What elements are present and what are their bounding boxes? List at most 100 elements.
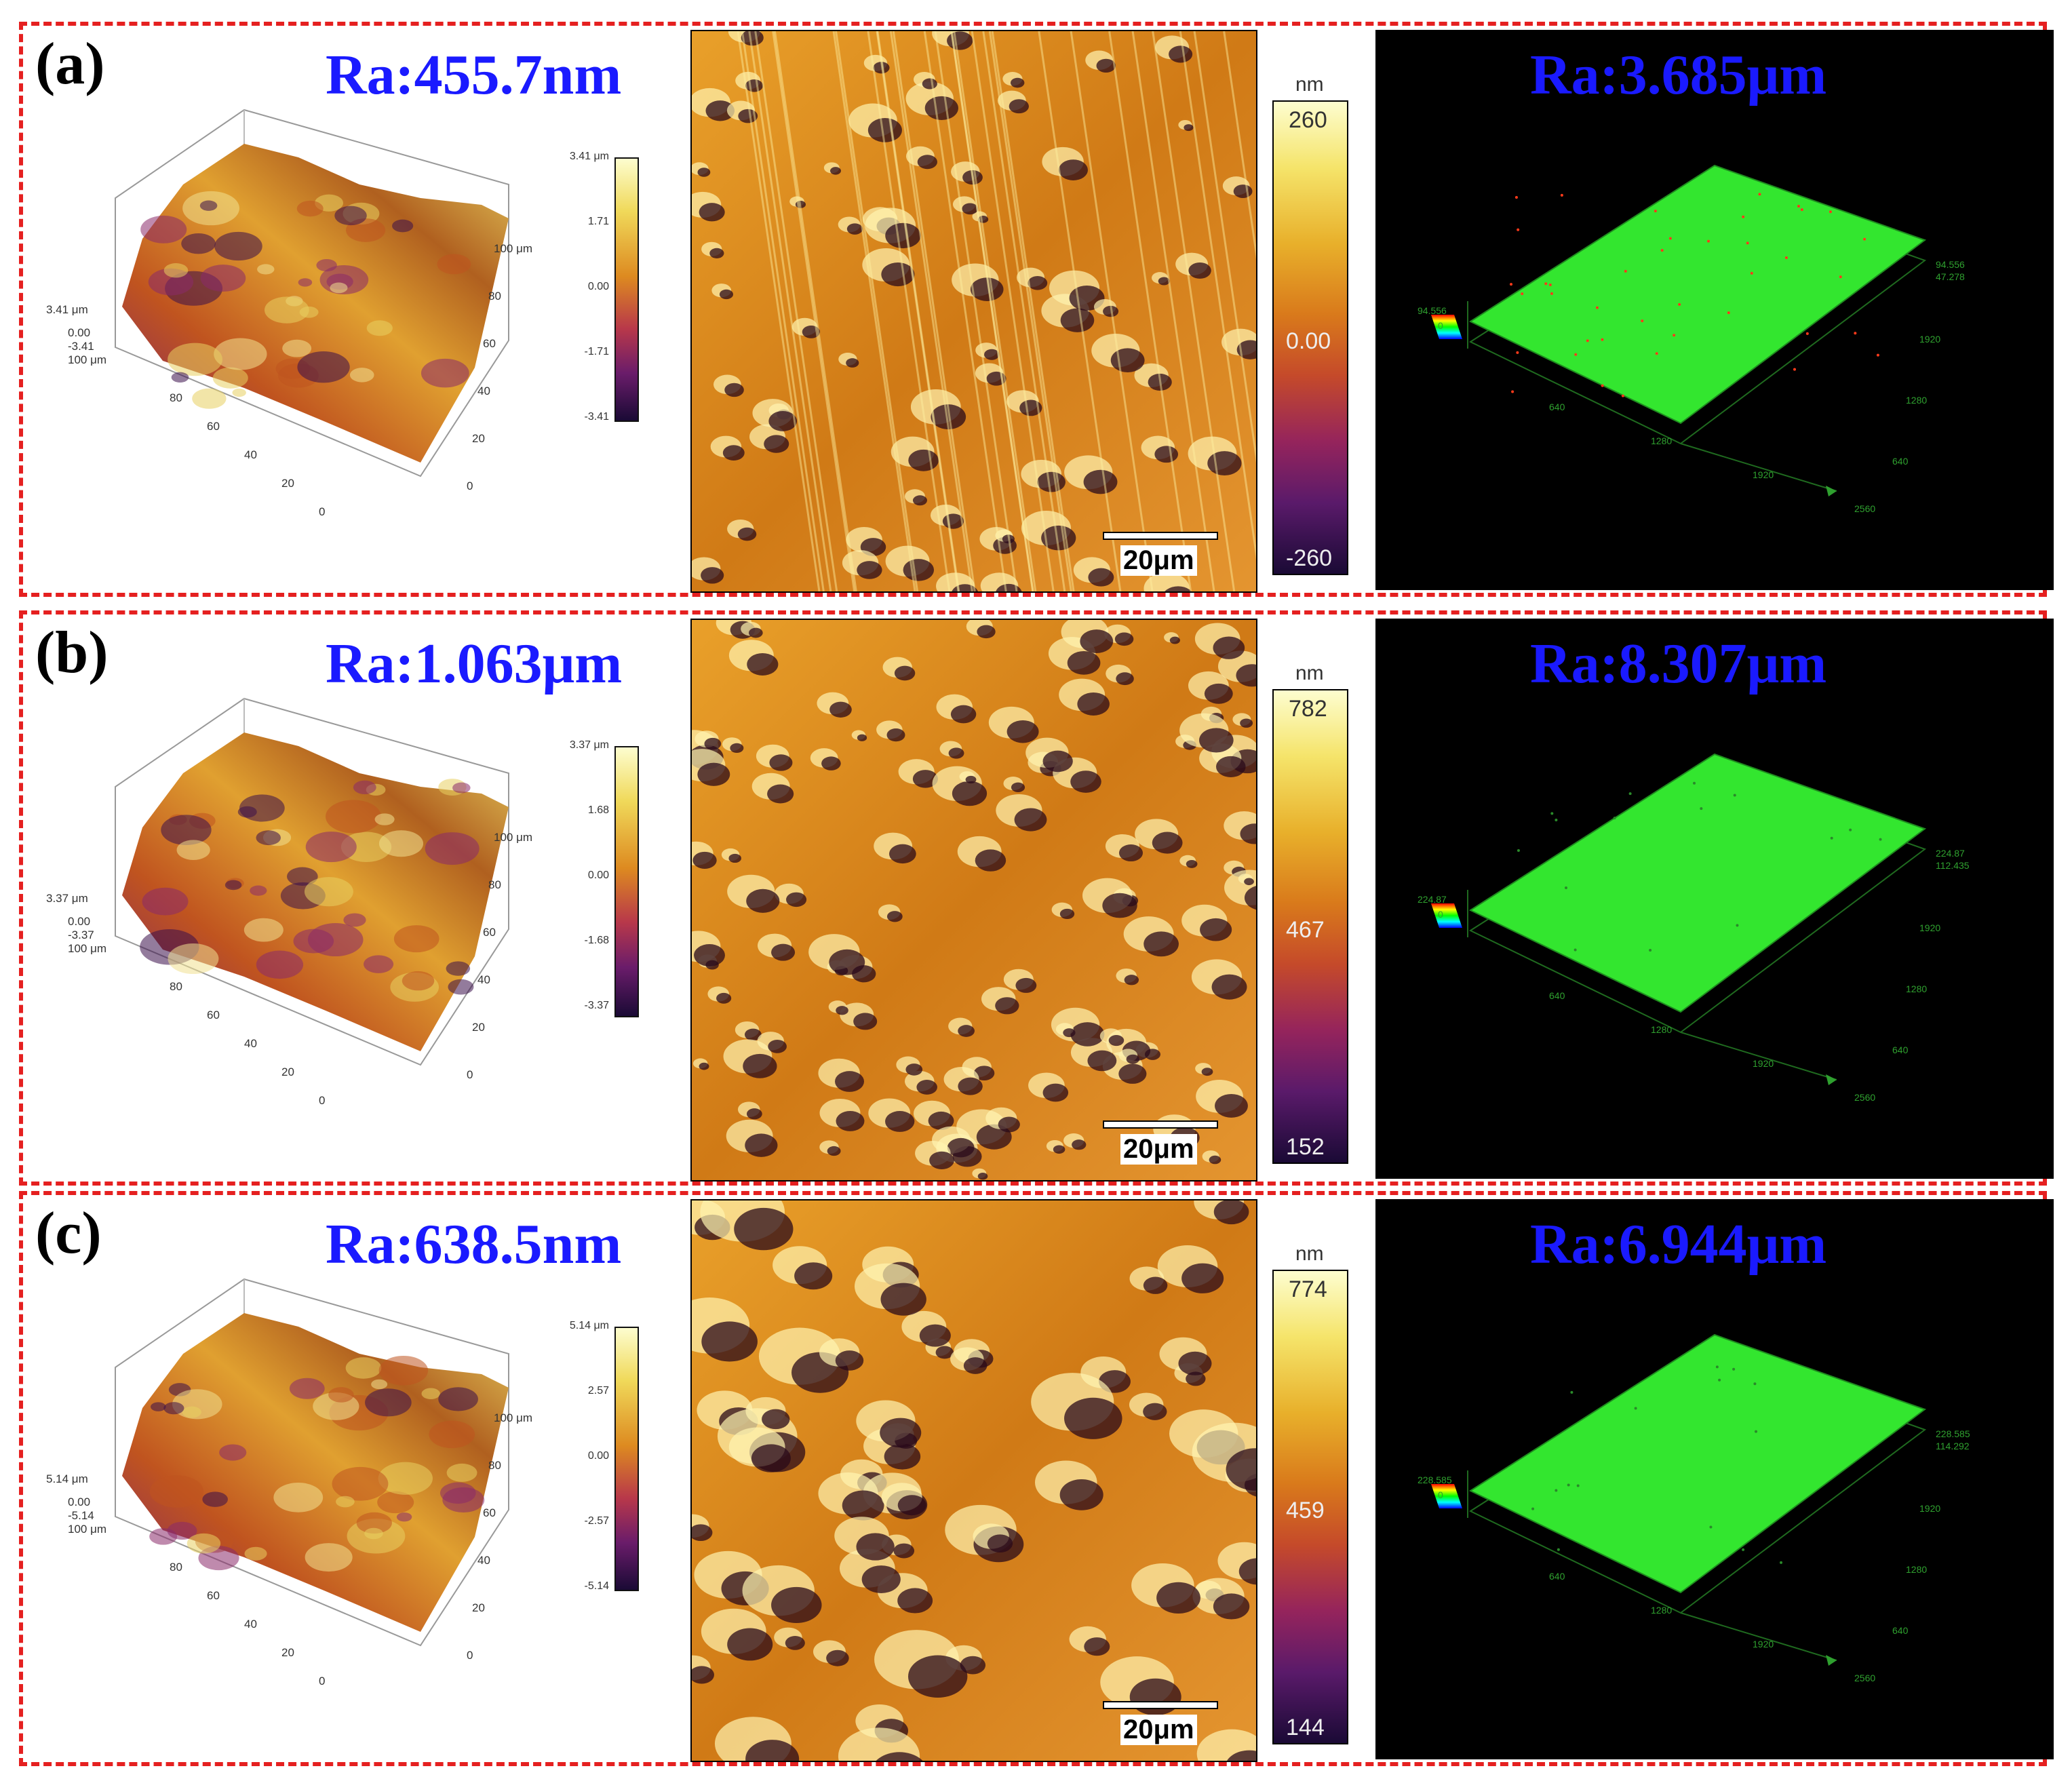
confocal-y-tick: 640 (1892, 456, 1909, 467)
surface-colorbar (614, 746, 639, 1017)
confocal-x-tick: 2560 (1854, 503, 1876, 514)
confocal-z-right: 94.556 (1936, 259, 1965, 270)
confocal-z-max: 224.87 (1418, 894, 1447, 905)
surface-z-label: 3.37 μm (46, 892, 88, 905)
surface-y-tick: 100 μm (494, 1411, 532, 1424)
surface-x-tick: 0 (319, 1675, 325, 1687)
confocal-x-tick: 2560 (1854, 1092, 1876, 1103)
confocal-surface (1431, 753, 1927, 1085)
surface-x-tick: 60 (207, 1009, 220, 1021)
surface-x-tick: 20 (281, 1066, 294, 1078)
surface-colorbar (614, 157, 639, 422)
surface-colorbar-tick: -1.68 (584, 935, 609, 946)
colorbar-mid-value: 459 (1286, 1498, 1325, 1523)
confocal-x-tick: 2560 (1854, 1673, 1876, 1683)
surface-y-tick: 100 μm (494, 831, 532, 844)
surface-z-label: -3.37 (68, 929, 94, 941)
confocal-x-tick: 1280 (1651, 1605, 1673, 1616)
surface-colorbar-tick: 2.57 (587, 1385, 609, 1397)
confocal-y-tick: 640 (1892, 1625, 1909, 1636)
confocal-z-mid: 114.292 (1936, 1441, 1970, 1451)
confocal-z-zero: 0 (1438, 320, 1443, 331)
colorbar-mid-value: 0.00 (1286, 328, 1331, 354)
surface-colorbar-tick: -3.41 (584, 411, 609, 423)
confocal-surface (1431, 1333, 1927, 1666)
surface-colorbar-tick: 1.71 (587, 216, 609, 227)
surface-x-tick: 60 (207, 420, 220, 433)
surface-y-tick: 80 (488, 878, 501, 891)
surface-y-tick: 60 (483, 1506, 496, 1519)
surface-colorbar-tick: 3.41 μm (569, 151, 609, 162)
surface-colorbar-tick: 0.00 (587, 1450, 609, 1462)
surface-z-label: 100 μm (68, 353, 106, 366)
surface-y-tick: 20 (472, 1021, 485, 1034)
confocal-x-tick: 1920 (1753, 1639, 1774, 1649)
colorbar-bottom-value: 152 (1286, 1134, 1325, 1160)
afm-colorbar (1272, 689, 1348, 1164)
colorbar-top-value: 774 (1289, 1276, 1327, 1302)
confocal-x-tick: 640 (1549, 1571, 1565, 1582)
surface-colorbar-tick: 1.68 (587, 804, 609, 816)
confocal-z-mid: 47.278 (1936, 271, 1965, 282)
confocal-y-tick: 1920 (1919, 1503, 1941, 1514)
surface-x-tick: 80 (170, 391, 182, 404)
ra-confocal-value: Ra:6.944μm (1530, 1213, 1827, 1276)
afm-colorbar (1272, 1270, 1348, 1744)
surface-z-label: 3.41 μm (46, 303, 88, 316)
colorbar-top-value: 260 (1289, 107, 1327, 133)
colorbar-unit: nm (1295, 1243, 1324, 1265)
surface-y-tick: 20 (472, 432, 485, 445)
colorbar-bottom-value: -260 (1286, 545, 1333, 571)
panel-label: (c) (35, 1200, 102, 1266)
confocal-y-tick: 1280 (1906, 395, 1928, 406)
confocal-x-tick: 1920 (1753, 469, 1774, 480)
confocal-y-tick: 1280 (1906, 983, 1928, 994)
confocal-y-tick: 1280 (1906, 1564, 1928, 1575)
surface-z-label: 0.00 (68, 1496, 90, 1508)
surface-z-label: 5.14 μm (46, 1472, 88, 1485)
afm-amplitude-image (690, 1199, 1257, 1762)
surface-y-tick: 60 (483, 337, 496, 350)
scale-bar (1103, 1701, 1218, 1709)
surface-y-tick: 60 (483, 926, 496, 939)
ra-afm-value: Ra:455.7nm (326, 43, 622, 106)
surface-z-label: 0.00 (68, 915, 90, 928)
surface-colorbar-tick: 0.00 (587, 281, 609, 292)
colorbar-unit: nm (1295, 73, 1324, 96)
confocal-z-zero: 0 (1438, 909, 1443, 920)
colorbar-top-value: 782 (1289, 696, 1327, 722)
confocal-x-tick: 1280 (1651, 435, 1673, 446)
surface-x-tick: 60 (207, 1589, 220, 1602)
confocal-x-tick: 640 (1549, 990, 1565, 1001)
ra-afm-value: Ra:638.5nm (326, 1213, 622, 1276)
surface-colorbar (614, 1327, 639, 1591)
panel-label: (b) (35, 620, 109, 686)
ra-confocal-value: Ra:3.685μm (1530, 43, 1827, 106)
surface-colorbar-tick: -5.14 (584, 1580, 609, 1592)
surface-y-tick: 0 (467, 1649, 473, 1662)
colorbar-bottom-value: 144 (1286, 1715, 1325, 1740)
surface-y-tick: 40 (477, 973, 490, 986)
surface-colorbar-tick: -1.71 (584, 346, 609, 357)
afm-amplitude-image (690, 30, 1257, 593)
confocal-z-max: 94.556 (1418, 305, 1447, 316)
surface-colorbar-tick: 0.00 (587, 870, 609, 881)
scale-bar-label: 20μm (1120, 545, 1197, 576)
surface-x-tick: 80 (170, 980, 182, 993)
surface-z-label: 100 μm (68, 942, 106, 955)
surface-colorbar-tick: -3.37 (584, 1000, 609, 1011)
surface-y-tick: 80 (488, 290, 501, 302)
surface-x-tick: 40 (244, 1037, 257, 1050)
confocal-z-zero: 0 (1438, 1489, 1443, 1500)
afm-colorbar (1272, 100, 1348, 575)
scale-bar (1103, 532, 1218, 540)
surface-y-tick: 0 (467, 480, 473, 492)
surface-y-tick: 40 (477, 385, 490, 397)
surface-x-tick: 80 (170, 1561, 182, 1574)
confocal-z-max: 228.585 (1418, 1475, 1452, 1485)
ra-confocal-value: Ra:8.307μm (1530, 632, 1827, 695)
confocal-x-tick: 640 (1549, 402, 1565, 412)
confocal-z-right: 228.585 (1936, 1428, 1970, 1439)
surface-z-label: -5.14 (68, 1509, 94, 1522)
